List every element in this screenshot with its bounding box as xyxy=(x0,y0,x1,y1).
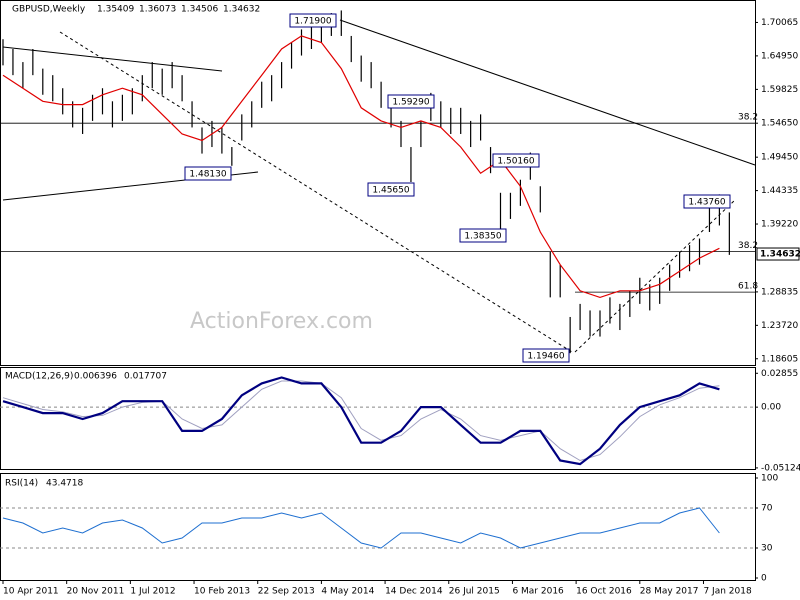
header-value: 43.4718 xyxy=(46,479,83,489)
price-annotation: 1.19460 xyxy=(527,352,564,362)
price-annotation: 1.43760 xyxy=(688,198,725,208)
rsi-line xyxy=(2,507,720,549)
price-annotation: 1.48130 xyxy=(189,170,226,180)
price-annotation-box xyxy=(522,348,570,363)
last-price-label: 1.34632 xyxy=(760,250,800,260)
price-annotation-box xyxy=(367,182,415,197)
price-frame xyxy=(0,0,756,366)
x-tick-label: 26 Jul 2015 xyxy=(449,587,500,597)
x-tick-label: 4 May 2014 xyxy=(321,587,374,597)
x-tick-label: 10 Apr 2011 xyxy=(3,587,59,597)
price-annotation: 1.59290 xyxy=(392,98,429,108)
header-value: 1.34506 xyxy=(181,5,218,15)
x-tick-label: 22 Sep 2013 xyxy=(258,587,315,597)
price-annotation: 1.38350 xyxy=(464,232,501,242)
x-tick-label: 20 Nov 2011 xyxy=(67,587,125,597)
x-tick-label: 16 Oct 2016 xyxy=(576,587,632,597)
y-tick-label: 70 xyxy=(761,504,773,514)
y-tick-label: 1.54650 xyxy=(761,119,798,129)
header-value: 1.34632 xyxy=(223,5,260,15)
macd-line xyxy=(2,380,720,462)
last-price-box xyxy=(756,247,800,261)
y-tick-label: 1.28835 xyxy=(761,287,798,297)
price-annotation-box xyxy=(289,13,337,28)
y-tick-label: 1.59825 xyxy=(761,85,798,95)
y-tick-label: 0.02855 xyxy=(761,369,798,379)
trend-line xyxy=(339,19,756,166)
fib-label: 38.2 xyxy=(738,113,758,123)
y-tick-label: 1.44335 xyxy=(761,186,798,196)
x-tick-label: 1 Jul 2012 xyxy=(130,587,175,597)
y-tick-label: 100 xyxy=(761,474,778,484)
price-annotation-box xyxy=(492,153,540,168)
x-tick-label: 6 Mar 2016 xyxy=(512,587,564,597)
price-annotation-box xyxy=(683,194,731,209)
header-value: 0.017707 xyxy=(124,372,167,382)
indicator-title: MACD(12,26,9) xyxy=(5,372,73,382)
watermark: ActionForex.com xyxy=(190,309,373,334)
y-tick-label: 1.39220 xyxy=(761,220,798,230)
symbol: GBPUSD,Weekly xyxy=(12,5,86,15)
fib-label: 61.8 xyxy=(738,282,758,292)
x-tick-label: 14 Dec 2014 xyxy=(385,587,443,597)
price-annotation: 1.45650 xyxy=(372,186,409,196)
y-tick-label: 1.23720 xyxy=(761,321,798,331)
y-tick-label: 1.64950 xyxy=(761,51,798,61)
y-tick-label: 1.18605 xyxy=(761,354,798,364)
header-value: 1.35409 xyxy=(97,5,134,15)
indicator-title: RSI(14) xyxy=(5,479,38,489)
price-annotation: 1.50160 xyxy=(497,157,534,167)
y-tick-label: 1.49450 xyxy=(761,153,798,163)
header-value: 0.006396 xyxy=(74,372,117,382)
y-tick-label: 0 xyxy=(761,574,767,584)
price-annotation-box xyxy=(387,94,435,109)
x-tick-label: 7 Jan 2018 xyxy=(703,587,751,597)
price-annotation-box xyxy=(184,166,232,181)
trend-line xyxy=(574,199,736,353)
moving-average xyxy=(2,35,720,299)
macd-line xyxy=(2,376,720,466)
fib-label: 38.2 xyxy=(738,241,758,251)
y-tick-label: 0.00 xyxy=(761,403,781,413)
macd-frame xyxy=(0,367,756,470)
price-annotation-box xyxy=(459,228,507,243)
header-value: 1.36073 xyxy=(139,5,176,15)
y-tick-label: 1.70065 xyxy=(761,18,798,28)
x-tick-label: 28 May 2017 xyxy=(640,587,699,597)
trend-line xyxy=(59,31,573,353)
x-tick-label: 10 Feb 2013 xyxy=(194,587,250,597)
y-tick-label: 30 xyxy=(761,544,773,554)
y-tick-label: -0.05124 xyxy=(761,463,800,473)
rsi-frame xyxy=(0,473,756,581)
price-annotation: 1.71900 xyxy=(294,17,331,27)
trend-line xyxy=(2,46,223,72)
